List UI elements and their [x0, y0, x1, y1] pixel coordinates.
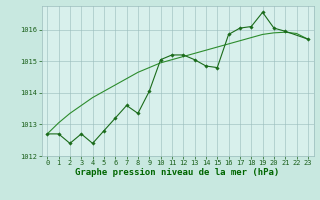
- X-axis label: Graphe pression niveau de la mer (hPa): Graphe pression niveau de la mer (hPa): [76, 168, 280, 177]
